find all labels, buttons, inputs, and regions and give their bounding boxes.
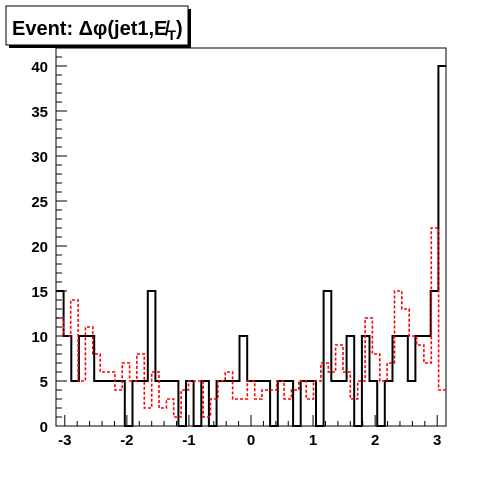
- y-tick-label: 30: [31, 149, 48, 166]
- y-tick-label: 35: [31, 104, 48, 121]
- title-border: [5, 5, 189, 46]
- x-tick-label: 2: [371, 432, 379, 449]
- y-tick-label: 25: [31, 194, 48, 211]
- x-tick-label: -3: [58, 432, 71, 449]
- series-solid-black-line: [56, 65, 446, 427]
- y-tick-label: 15: [31, 284, 48, 301]
- chart-title: Event: Δφ(jet1,E̸T): [12, 18, 183, 43]
- title-box: Event: Δφ(jet1,E̸T): [5, 5, 191, 48]
- y-tick-label: 40: [31, 59, 48, 76]
- y-tick-label: 0: [40, 419, 48, 436]
- title-shadow-right: [188, 9, 191, 48]
- title-shadow-bottom: [9, 45, 188, 48]
- x-tick-label: -1: [182, 432, 195, 449]
- series-layer: [56, 65, 446, 427]
- y-tick-label: 10: [31, 329, 48, 346]
- x-tick-label: 3: [433, 432, 441, 449]
- x-tick-label: -2: [120, 432, 133, 449]
- x-tick-label: 1: [309, 432, 317, 449]
- y-tick-label: 5: [40, 374, 48, 391]
- series-dashed-red-line: [56, 227, 446, 418]
- y-tick-label: 20: [31, 239, 48, 256]
- x-tick-label: 0: [247, 432, 255, 449]
